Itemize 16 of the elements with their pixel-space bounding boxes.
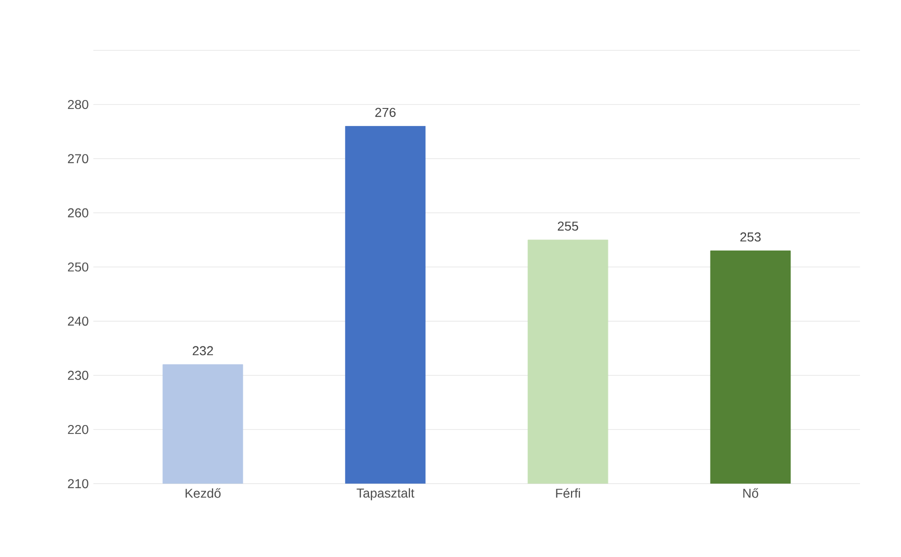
- y-tick-label: 220: [68, 424, 88, 434]
- data-label: 276: [375, 108, 396, 117]
- x-tick-label: Kezdő: [186, 488, 221, 498]
- y-tick-label: 280: [68, 100, 88, 110]
- y-tick-label: 240: [68, 316, 88, 326]
- x-tick-label: Tapasztalt: [356, 488, 414, 500]
- data-label: 253: [740, 232, 761, 242]
- x-tick-label: Nő: [743, 488, 758, 498]
- y-tick-label: 250: [68, 262, 88, 272]
- y-tick-label: 270: [68, 154, 88, 164]
- data-label: 255: [558, 222, 578, 231]
- y-tick-label: 230: [68, 370, 88, 380]
- y-tick-label: 260: [68, 208, 88, 218]
- x-tick-label: Férfi: [556, 488, 580, 498]
- data-label: 232: [192, 346, 213, 356]
- y-tick-label: 210: [68, 479, 88, 488]
